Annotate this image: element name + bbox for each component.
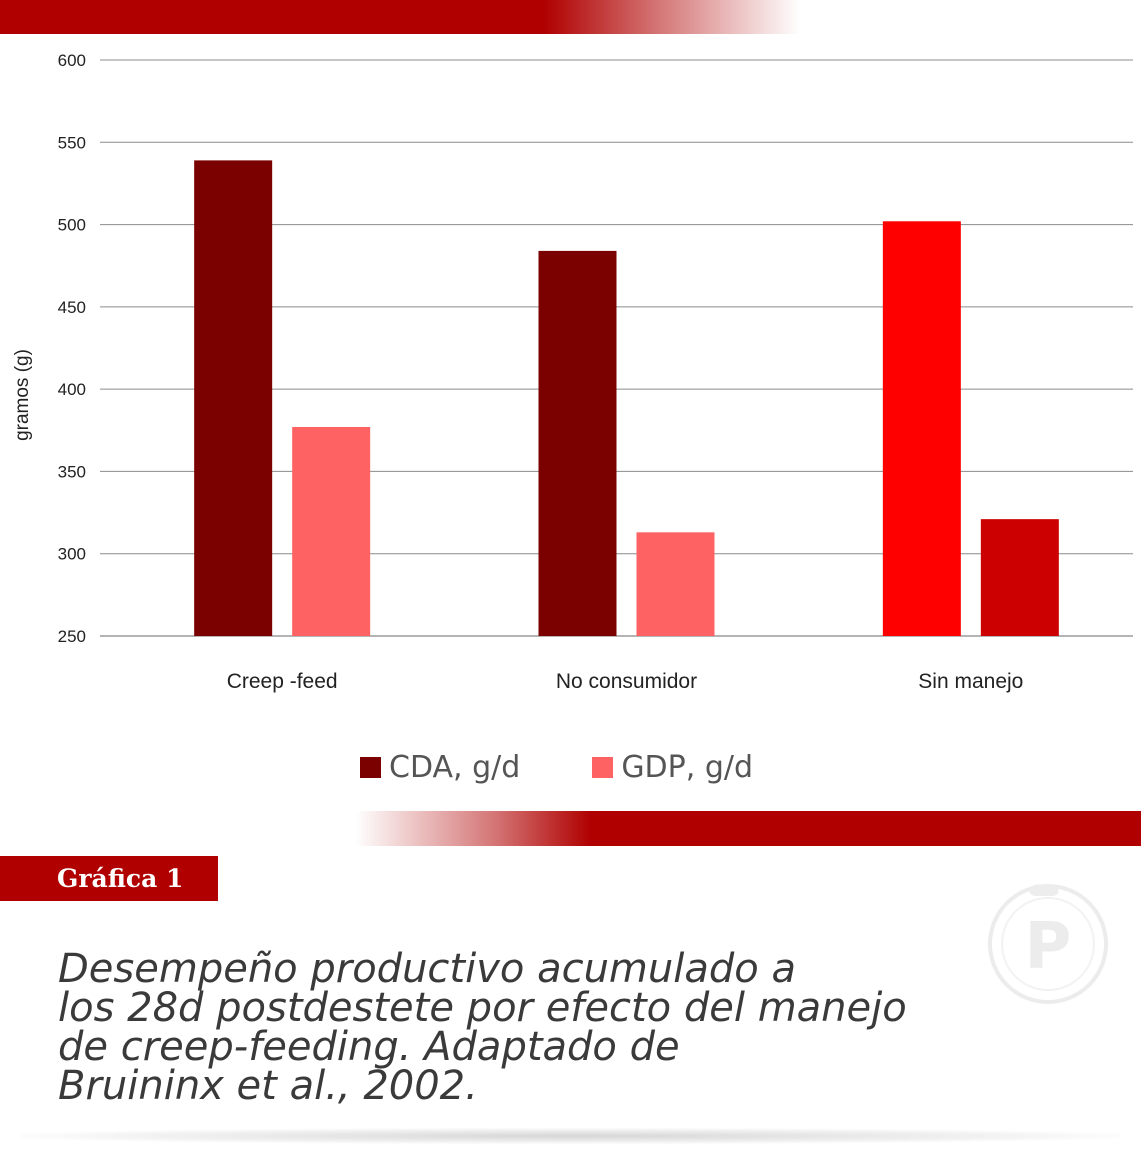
bar-gdp-2 bbox=[980, 519, 1059, 636]
y-tick-label: 500 bbox=[58, 216, 86, 235]
bar-gdp-0 bbox=[292, 426, 371, 636]
bar-gdp-1 bbox=[636, 532, 715, 636]
y-tick-label: 300 bbox=[58, 545, 86, 564]
y-tick-label: 400 bbox=[58, 380, 86, 399]
x-axis-categories: Creep -feed No consumidor Sin manejo bbox=[227, 670, 1024, 693]
figure-caption: Desempeño productivo acumulado a los 28d… bbox=[58, 949, 938, 1109]
bar-chart: 250 300 350 400 450 500 550 600 Creep -feed No c… bbox=[12, 51, 1133, 693]
bar-cda-2 bbox=[882, 221, 961, 636]
legend-item-gdp: GDP, g/d bbox=[592, 750, 753, 785]
bar-cda-1 bbox=[538, 250, 617, 636]
figure-tag: Gráfica 1 bbox=[0, 856, 218, 901]
y-axis-ticks: 250 300 350 400 450 500 550 600 bbox=[58, 51, 86, 646]
legend-item-cda: CDA, g/d bbox=[360, 750, 520, 785]
legend-swatch-gdp bbox=[592, 757, 614, 778]
y-tick-label: 450 bbox=[58, 298, 86, 317]
pig-p-logo-icon: P bbox=[988, 884, 1108, 1004]
legend-swatch-cda bbox=[360, 757, 381, 778]
bottom-shadow bbox=[20, 1128, 1120, 1144]
bar-cda-0 bbox=[194, 160, 273, 637]
chart-legend: CDA, g/d GDP, g/d bbox=[360, 750, 825, 785]
caption-line: de creep-feeding. Adaptado de bbox=[58, 1024, 680, 1070]
y-tick-label: 250 bbox=[58, 627, 86, 646]
legend-label-cda: CDA, g/d bbox=[389, 750, 521, 785]
y-tick-label: 350 bbox=[58, 462, 86, 481]
x-category-label: Creep -feed bbox=[227, 670, 338, 693]
x-category-label: No consumidor bbox=[556, 670, 697, 693]
x-category-label: Sin manejo bbox=[918, 670, 1023, 693]
top-decorative-band bbox=[0, 0, 800, 34]
caption-line: Bruininx et al., 2002. bbox=[58, 1063, 478, 1109]
caption-line: los 28d postdestete por efecto del manej… bbox=[58, 985, 907, 1031]
legend-label-gdp: GDP, g/d bbox=[621, 750, 754, 785]
caption-line: Desempeño productivo acumulado a bbox=[58, 946, 796, 992]
y-tick-label: 600 bbox=[58, 51, 86, 70]
y-tick-label: 550 bbox=[58, 133, 86, 152]
svg-text:P: P bbox=[1025, 910, 1072, 984]
y-axis-label: gramos (g) bbox=[12, 349, 33, 441]
mid-decorative-band bbox=[355, 811, 1141, 846]
bars bbox=[194, 160, 1059, 637]
